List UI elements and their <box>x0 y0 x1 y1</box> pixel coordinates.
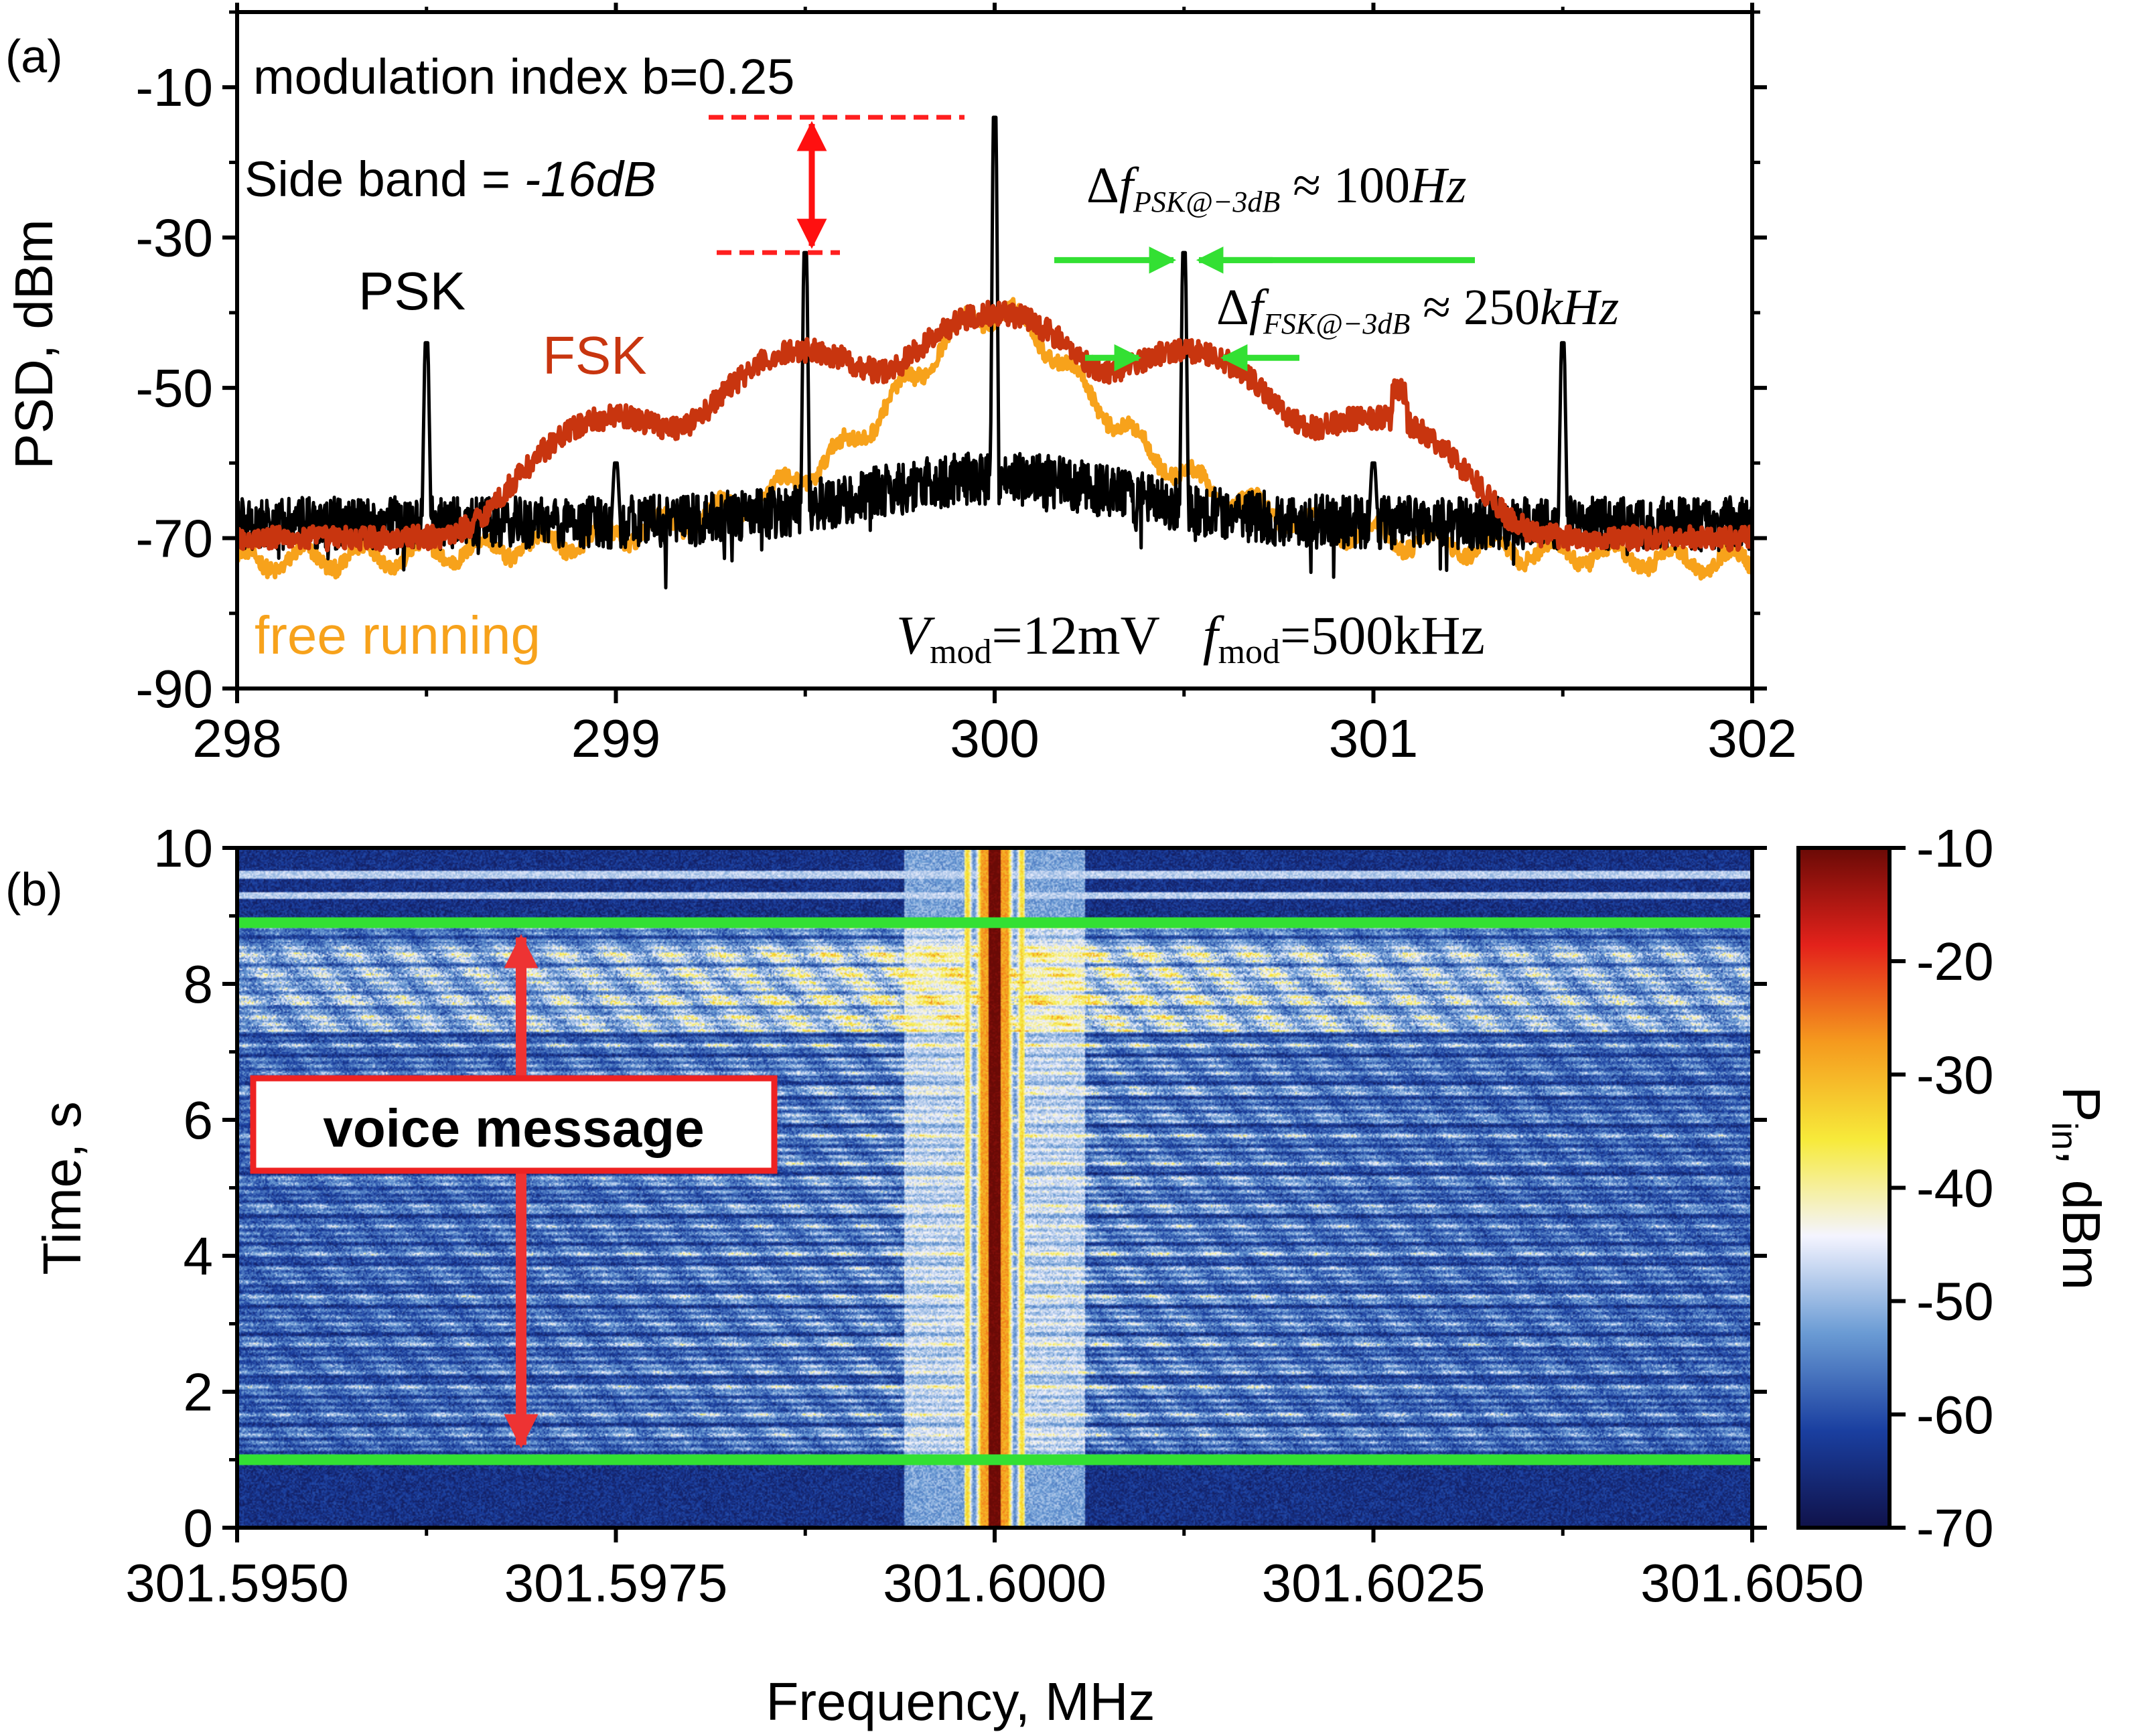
free-running-series-label: free running <box>255 605 541 665</box>
psk-linewidth-label: ΔfPSK@−3dB ≈ 100Hz <box>1086 157 1466 218</box>
psk-width-subscript: PSK@−3dB <box>1133 186 1280 218</box>
side-band-label: Side band = -16dB <box>244 151 656 207</box>
x-tick-label: 302 <box>1707 709 1796 768</box>
fsk-width-unit: kHz <box>1540 279 1619 336</box>
y-tick-label: -70 <box>135 509 213 569</box>
x-tick-label: 301.5950 <box>125 1553 349 1613</box>
colorbar-tick-label: -20 <box>1916 932 1994 991</box>
colorbar-label-rest: , dBm <box>2052 1150 2111 1290</box>
spectrogram-chart: voice message 301.5950 301.5975 301.6000 30… <box>5 818 2111 1731</box>
psd-chart: 298 299 300 301 302 -10 -30 -50 -70 -90 (a) PSD, … <box>4 3 1797 768</box>
colorbar-tick-label: -70 <box>1916 1498 1994 1558</box>
fsk-width-subscript: FSK@−3dB <box>1263 307 1410 340</box>
v-value: =12mV <box>992 605 1160 666</box>
v-symbol: V <box>896 605 935 666</box>
voice-message-label: voice message <box>323 1098 704 1158</box>
modulation-params-label: Vmod=12mV fmod=500kHz <box>896 605 1485 671</box>
y-tick-label: 4 <box>184 1226 214 1286</box>
y-tick-label: -30 <box>135 208 213 268</box>
fsk-width-value: ≈ 250 <box>1410 279 1540 336</box>
colorbar-ticks: -10 -20 -30 -40 -50 -60 -70 <box>1890 818 1994 1558</box>
fsk-curve <box>237 299 1752 553</box>
modulation-index-label: modulation index b=0.25 <box>253 49 794 104</box>
colorbar-tick-label: -60 <box>1916 1385 1994 1445</box>
psd-plot-frame <box>235 10 1754 691</box>
y-tick-label: 2 <box>184 1362 214 1422</box>
psd-curves <box>237 115 1752 590</box>
colorbar-label-sub: in <box>2044 1122 2084 1150</box>
colorbar-tick-label: -50 <box>1916 1272 1994 1331</box>
y-tick-label: -10 <box>135 58 213 117</box>
colorbar-label: Pin, dBm <box>2044 1086 2111 1290</box>
x-tick-label: 301.6025 <box>1262 1553 1486 1613</box>
panel-b-label: (b) <box>5 863 63 916</box>
psk-width-value: ≈ 100 <box>1280 157 1410 214</box>
spectrogram-axis-ticks: 301.5950 301.5975 301.6000 301.6025 301.6050… <box>125 818 1864 1613</box>
x-tick-label: 301 <box>1329 709 1418 768</box>
x-tick-label: 299 <box>571 709 660 768</box>
colorbar-label-main: P <box>2052 1086 2111 1122</box>
panel-a-label: (a) <box>5 30 63 82</box>
psk-width-unit: Hz <box>1409 157 1466 214</box>
colorbar-tick-label: -10 <box>1916 818 1994 878</box>
side-band-text: Side band = <box>244 151 524 207</box>
x-tick-label: 301.6000 <box>883 1553 1107 1613</box>
y-tick-label: 0 <box>184 1498 214 1558</box>
y-tick-label: -90 <box>135 659 213 719</box>
frequency-x-axis-label: Frequency, MHz <box>766 1672 1155 1731</box>
delta-symbol: Δ <box>1216 279 1249 336</box>
psd-y-axis-label: PSD, dBm <box>4 219 64 469</box>
psd-axis-ticks: 298 299 300 301 302 -10 -30 -50 -70 -90 <box>135 3 1797 768</box>
voice-message-box <box>250 1075 778 1174</box>
y-tick-label: 8 <box>184 954 214 1014</box>
psk-series-label: PSK <box>358 261 466 321</box>
spectrogram-image-container <box>237 848 1752 1528</box>
side-band-value: -16dB <box>524 151 656 207</box>
v-subscript: mod <box>930 633 991 671</box>
fsk-linewidth-label: ΔfFSK@−3dB ≈ 250kHz <box>1216 279 1619 340</box>
y-tick-label: 10 <box>153 818 213 878</box>
colorbar-tick-label: -30 <box>1916 1045 1994 1104</box>
delta-symbol: Δ <box>1086 157 1119 214</box>
y-tick-label: 6 <box>184 1090 214 1150</box>
spectrogram-heatmap <box>237 848 1752 1528</box>
y-tick-label: -50 <box>135 358 213 418</box>
f-subscript: mod <box>1218 633 1280 671</box>
x-tick-label: 300 <box>950 709 1039 768</box>
x-tick-label: 298 <box>192 709 281 768</box>
fsk-series-label: FSK <box>543 326 647 385</box>
psd-annotations <box>709 115 1475 372</box>
colorbar-tick-label: -40 <box>1916 1159 1994 1218</box>
x-tick-label: 301.5975 <box>504 1553 728 1613</box>
f-value: =500kHz <box>1280 605 1485 666</box>
time-y-axis-label: Time, s <box>32 1101 92 1275</box>
x-tick-label: 301.6050 <box>1640 1553 1864 1613</box>
colorbar <box>1796 846 1892 1530</box>
